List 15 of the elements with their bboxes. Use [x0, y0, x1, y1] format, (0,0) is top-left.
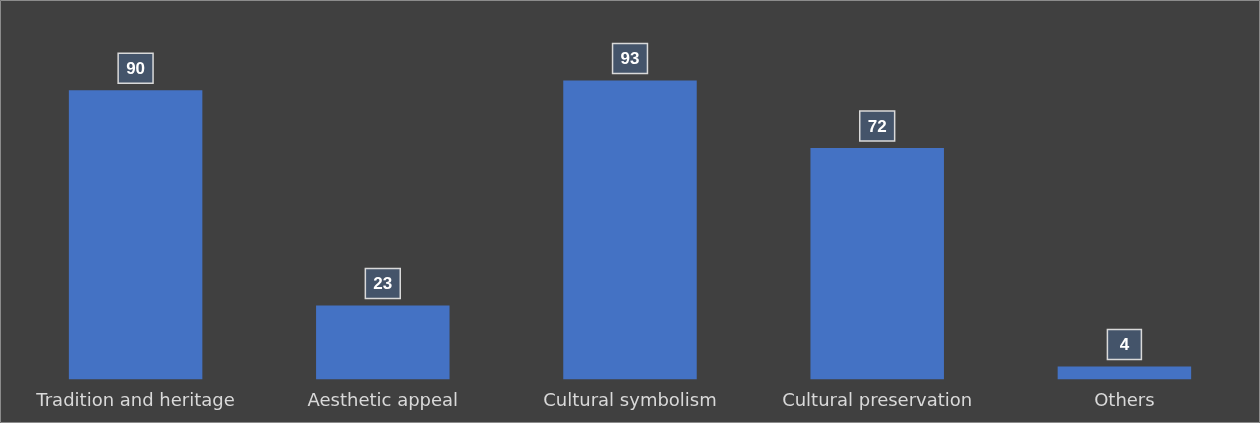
bar [1057, 366, 1192, 380]
data-label: 23 [373, 274, 393, 294]
x-tick-label: Cultural preservation [782, 388, 973, 410]
x-tick-label: Aesthetic appeal [307, 388, 459, 410]
x-tick-label: Tradition and heritage [35, 388, 235, 410]
bar [68, 90, 203, 380]
data-label: 72 [867, 116, 887, 136]
data-label: 90 [126, 58, 146, 78]
bar [563, 80, 697, 380]
x-tick-label: Cultural symbolism [543, 388, 717, 410]
data-label: 4 [1119, 335, 1130, 355]
x-tick-label: Others [1094, 388, 1155, 410]
bar [316, 305, 450, 380]
bar [810, 147, 944, 380]
data-label: 93 [620, 49, 640, 69]
